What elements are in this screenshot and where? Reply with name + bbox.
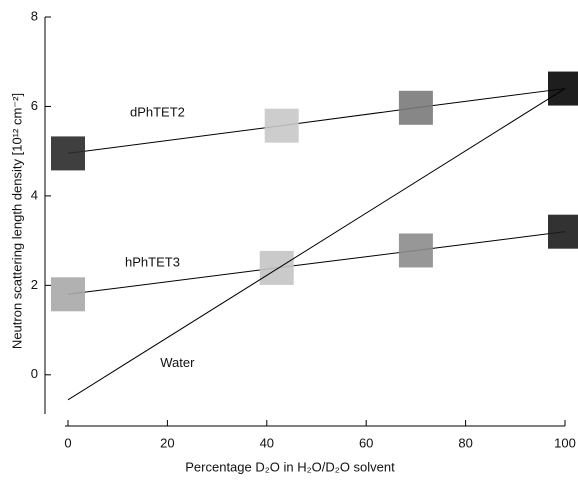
x-tick-label: 80	[458, 435, 472, 450]
protein-marker	[398, 90, 433, 125]
series-label: dPhTET2	[130, 105, 185, 120]
protein-marker	[51, 277, 85, 312]
protein-marker	[548, 71, 578, 106]
x-tick-label: 20	[160, 435, 174, 450]
protein-marker	[548, 214, 578, 249]
series-line	[67, 88, 566, 401]
x-tick-label: 100	[554, 435, 576, 450]
y-tick-label: 6	[31, 98, 38, 113]
series-line	[67, 231, 566, 295]
protein-marker	[51, 136, 85, 171]
series-line	[67, 88, 566, 154]
x-axis-label: Percentage D₂O in H₂O/D₂O solvent	[185, 459, 395, 474]
protein-marker	[264, 108, 299, 143]
x-tick-label: 60	[359, 435, 373, 450]
y-tick-label: 0	[31, 366, 38, 381]
y-tick-label: 4	[31, 187, 38, 202]
x-tick-label: 0	[64, 435, 71, 450]
x-tick-label: 40	[260, 435, 274, 450]
protein-marker	[259, 250, 294, 285]
y-tick-label: 8	[31, 8, 38, 23]
series-label: hPhTET3	[125, 254, 180, 269]
y-axis-label: Neutron scattering length density [10¹² …	[9, 93, 24, 349]
series-label: Water	[160, 355, 195, 370]
protein-marker	[398, 233, 433, 268]
y-tick-label: 2	[31, 277, 38, 292]
